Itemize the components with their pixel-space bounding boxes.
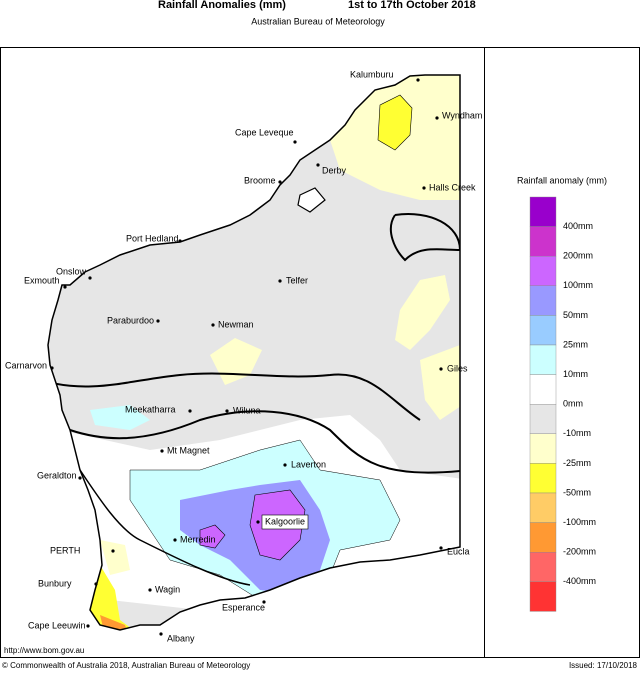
place-dot	[78, 476, 82, 480]
place-label: Wyndham	[442, 110, 482, 120]
place-label: Halls Creek	[429, 182, 476, 192]
place-dot	[156, 319, 160, 323]
map-title: Rainfall Anomalies (mm)	[158, 0, 286, 11]
place-label: Cape Leeuwin	[28, 620, 86, 630]
legend-swatch	[529, 256, 557, 287]
footer-copyright: © Commonwealth of Australia 2018, Austra…	[2, 661, 250, 670]
place-dot	[293, 140, 297, 144]
place-label: Giles	[447, 363, 468, 373]
place-label: Esperance	[222, 602, 265, 612]
place-dot	[173, 538, 177, 542]
place-dot	[283, 463, 287, 467]
place-label: Carnarvon	[5, 360, 47, 370]
legend-label: -10mm	[563, 428, 591, 438]
place-dot	[63, 285, 67, 289]
place-label: Mt Magnet	[167, 445, 210, 455]
place-dot	[94, 582, 98, 586]
place-label: Kalgoorlie	[265, 516, 305, 526]
place-dot	[225, 409, 229, 413]
place-label: Cape Leveque	[235, 127, 294, 137]
legend-swatch	[529, 522, 557, 553]
legend-swatch	[529, 196, 557, 227]
place-label: Broome	[244, 175, 276, 185]
place-label: Bunbury	[38, 578, 72, 588]
place-dot	[439, 367, 443, 371]
place-label: Merredin	[180, 534, 216, 544]
legend-swatch	[529, 285, 557, 316]
legend-label: -200mm	[563, 547, 596, 557]
legend-frame	[484, 47, 640, 658]
legend-swatch	[529, 226, 557, 257]
legend-label: 50mm	[563, 310, 588, 320]
place-dot	[159, 632, 163, 636]
place-dot	[278, 180, 282, 184]
place-label: PERTH	[50, 545, 80, 555]
place-dot	[88, 276, 92, 280]
place-dot	[422, 186, 426, 190]
place-label: Wiluna	[233, 405, 261, 415]
legend-title: Rainfall anomaly (mm)	[517, 175, 607, 185]
legend-swatch	[529, 374, 557, 405]
map-subtitle: Australian Bureau of Meteorology	[251, 16, 385, 26]
legend-label: -25mm	[563, 458, 591, 468]
footer-issued: Issued: 17/10/2018	[569, 661, 638, 670]
place-dot	[148, 588, 152, 592]
place-dot	[278, 279, 282, 283]
place-label: Geraldton	[37, 470, 77, 480]
legend-swatch	[529, 404, 557, 435]
place-label: Eucla	[447, 546, 470, 556]
legend-swatch	[529, 581, 557, 612]
legend-label: 100mm	[563, 280, 593, 290]
place-label: Newman	[218, 319, 254, 329]
place-dot	[435, 116, 439, 120]
place-label: Derby	[322, 165, 347, 175]
place-dot	[178, 239, 182, 243]
place-label: Wagin	[155, 584, 180, 594]
place-label: Meekatharra	[125, 404, 176, 414]
place-dot	[439, 546, 443, 550]
legend-label: -50mm	[563, 487, 591, 497]
place-dot	[86, 624, 90, 628]
place-label: Albany	[167, 633, 195, 643]
legend-swatch	[529, 492, 557, 523]
footer-url: http://www.bom.gov.au	[4, 646, 84, 655]
place-dot	[262, 600, 266, 604]
place-label: Laverton	[291, 459, 326, 469]
label-box	[261, 514, 309, 530]
place-dot	[160, 449, 164, 453]
legend-label: 0mm	[563, 399, 583, 409]
place-dot	[111, 549, 115, 553]
place-dot	[50, 366, 54, 370]
legend-swatch	[529, 463, 557, 494]
legend-label: 400mm	[563, 221, 593, 231]
legend-label: 200mm	[563, 251, 593, 261]
place-label: Paraburdoo	[107, 315, 154, 325]
place-label: Onslow	[56, 266, 87, 276]
legend-label: 10mm	[563, 369, 588, 379]
legend-swatch	[529, 433, 557, 464]
legend-label: 25mm	[563, 339, 588, 349]
legend-swatch	[529, 552, 557, 583]
legend-swatch	[529, 315, 557, 346]
place-label: Kalumburu	[350, 69, 394, 79]
place-dot	[416, 78, 420, 82]
legend-label: -400mm	[563, 576, 596, 586]
legend-swatch	[529, 344, 557, 375]
place-label: Telfer	[286, 275, 308, 285]
legend-label: -100mm	[563, 517, 596, 527]
place-label: Exmouth	[24, 275, 60, 285]
place-dot	[316, 163, 320, 167]
map-period: 1st to 17th October 2018	[348, 0, 476, 11]
place-dot	[188, 409, 192, 413]
place-dot	[211, 323, 215, 327]
place-dot	[256, 520, 260, 524]
place-label: Port Hedland	[126, 233, 179, 243]
